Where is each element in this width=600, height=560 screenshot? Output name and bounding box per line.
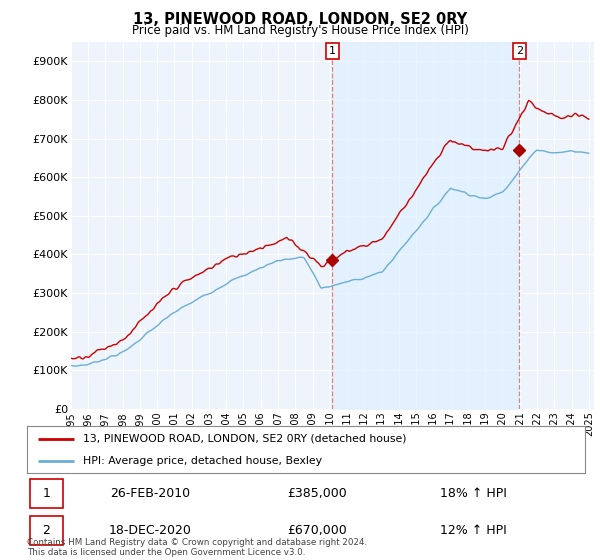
Text: 1: 1 <box>329 46 336 56</box>
Text: 12% ↑ HPI: 12% ↑ HPI <box>440 524 507 537</box>
Text: £670,000: £670,000 <box>287 524 347 537</box>
Text: 13, PINEWOOD ROAD, LONDON, SE2 0RY (detached house): 13, PINEWOOD ROAD, LONDON, SE2 0RY (deta… <box>83 434 406 444</box>
Text: Contains HM Land Registry data © Crown copyright and database right 2024.
This d: Contains HM Land Registry data © Crown c… <box>27 538 367 557</box>
Text: 18% ↑ HPI: 18% ↑ HPI <box>440 487 507 500</box>
Text: 2: 2 <box>43 524 50 537</box>
Text: 13, PINEWOOD ROAD, LONDON, SE2 0RY: 13, PINEWOOD ROAD, LONDON, SE2 0RY <box>133 12 467 27</box>
Text: £385,000: £385,000 <box>287 487 347 500</box>
Bar <box>30 479 63 508</box>
Text: HPI: Average price, detached house, Bexley: HPI: Average price, detached house, Bexl… <box>83 456 322 466</box>
Text: 26-FEB-2010: 26-FEB-2010 <box>110 487 190 500</box>
Text: 1: 1 <box>43 487 50 500</box>
Bar <box>30 516 63 545</box>
Text: 18-DEC-2020: 18-DEC-2020 <box>109 524 191 537</box>
Text: Price paid vs. HM Land Registry's House Price Index (HPI): Price paid vs. HM Land Registry's House … <box>131 24 469 37</box>
Text: 2: 2 <box>515 46 523 56</box>
